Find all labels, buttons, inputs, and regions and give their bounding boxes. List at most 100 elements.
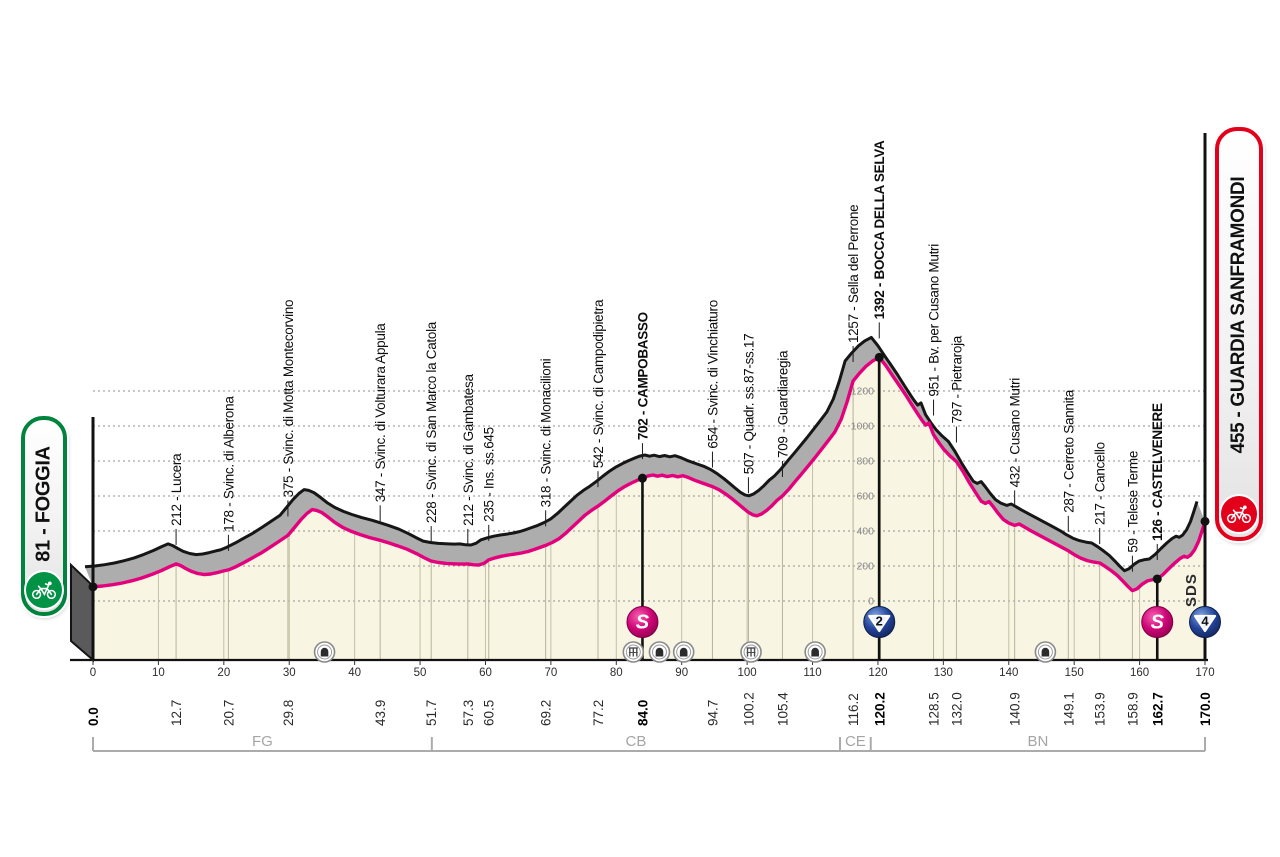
finish-banner-label: 455 - GUARDIA SANFRAMONDI xyxy=(1228,176,1249,454)
km-distance-label: 20.7 xyxy=(221,700,236,726)
start-cyclist-badge xyxy=(24,570,64,610)
x-axis-tick-label: 160 xyxy=(1130,667,1149,679)
km-distance-label: 162.7 xyxy=(1150,692,1165,726)
km-distance-label: 94.7 xyxy=(705,700,720,726)
tunnel-portal-glyph xyxy=(1041,647,1050,657)
province-label: FG xyxy=(252,733,273,750)
cyclist-icon xyxy=(31,580,57,599)
tunnel-portal-glyph xyxy=(320,647,329,657)
kom-icon-triangle xyxy=(1193,614,1217,633)
waypoint-label: 212 - Lucera xyxy=(169,453,184,526)
km-distance-label: 149.1 xyxy=(1061,692,1076,726)
km-distance-label: 132.0 xyxy=(949,692,964,726)
x-axis-tick-label: 70 xyxy=(544,667,557,679)
cyclist-icon xyxy=(1226,504,1252,523)
waypoint-label: 1257 - Sella del Perrone xyxy=(846,205,861,343)
tunnel-portal-glyph xyxy=(679,647,688,657)
major-waypoint-dot xyxy=(874,352,884,362)
sprint-icon xyxy=(626,606,659,638)
km-distance-label: 60.5 xyxy=(482,700,497,726)
x-axis-tick-label: 120 xyxy=(868,667,887,679)
kom-icon-number: 2 xyxy=(876,614,883,629)
elevation-label: 400 xyxy=(856,526,874,538)
profile-ribbon-outline xyxy=(84,335,1199,573)
profile-line xyxy=(92,355,1207,593)
elevation-label: 1000 xyxy=(851,421,875,433)
x-axis-tick-label: 140 xyxy=(999,667,1018,679)
province-label: BN xyxy=(1027,733,1048,750)
waypoint-label: 702 - CAMPOBASSO xyxy=(635,312,650,440)
km-distance-label: 0.0 xyxy=(86,707,101,726)
waypoint-label: 709 - Guardiaregia xyxy=(775,350,790,458)
km-distance-label: 140.9 xyxy=(1008,692,1023,726)
waypoint-label: 126 - CASTELVENERE xyxy=(1150,403,1165,541)
waypoint-label: 228 - Svinc. di San Marco la Catola xyxy=(424,321,439,523)
waypoint-label: 432 - Cusano Mutri xyxy=(1008,378,1023,488)
x-axis-tick-label: 90 xyxy=(675,667,688,679)
x-axis-tick-label: 100 xyxy=(738,667,757,679)
x-axis-tick-label: 150 xyxy=(1065,667,1084,679)
x-axis-tick-label: 0 xyxy=(90,667,96,679)
waypoint-label: 235 - Ins. ss.645 xyxy=(482,427,497,522)
x-axis-tick-label: 20 xyxy=(217,667,230,679)
x-axis-tick-label: 50 xyxy=(414,667,427,679)
km-distance-label: 84.0 xyxy=(635,700,650,726)
waypoint-label: 542 - Svinc. di Campodipietra xyxy=(591,299,606,468)
elevation-label: 800 xyxy=(856,456,874,468)
waypoint-label: 59 - Telese Terme xyxy=(1125,451,1140,553)
tunnel-portal-glyph xyxy=(655,647,664,657)
waypoint-label: 1392 - BOCCA DELLA SELVA xyxy=(872,140,887,319)
finish-cyclist-badge xyxy=(1219,494,1259,534)
start-banner: 81 - FOGGIA xyxy=(21,416,67,616)
x-axis-tick-label: 60 xyxy=(479,667,492,679)
elevation-label: 0 xyxy=(868,596,874,608)
start-block-face xyxy=(70,562,94,663)
km-distance-label: 153.9 xyxy=(1093,692,1108,726)
major-waypoint-dot xyxy=(637,473,647,483)
km-distance-label: 12.7 xyxy=(169,700,184,726)
finish-dot xyxy=(1200,516,1210,526)
profile-area-fill xyxy=(93,357,1206,660)
km-distance-label: 77.2 xyxy=(591,700,606,726)
waypoint-label: 654 - Svinc. di Vinchiaturo xyxy=(705,300,720,449)
major-waypoint-dot xyxy=(1152,574,1162,584)
km-distance-label: 100.2 xyxy=(741,692,756,726)
waypoint-label: 375 - Svinc. di Motta Montecorvino xyxy=(281,300,296,498)
elevation-label: 1200 xyxy=(851,386,875,398)
x-axis-tick-label: 110 xyxy=(803,667,821,679)
x-axis-tick-label: 80 xyxy=(610,667,623,679)
waypoint-label: 318 - Svinc. di Monacilioni xyxy=(539,358,554,507)
waypoint-label: 507 - Quadr. ss.87-ss.17 xyxy=(741,334,756,475)
km-distance-label: 43.9 xyxy=(373,700,388,726)
km-distance-label: 51.7 xyxy=(424,700,439,726)
km-distance-label: 29.8 xyxy=(281,700,296,726)
waypoint-label: 347 - Svinc. di Volturara Appula xyxy=(373,323,388,503)
province-label: CE xyxy=(845,733,866,750)
km-distance-label: 57.3 xyxy=(461,700,476,726)
waypoint-label: 287 - Cerreto Sannita xyxy=(1061,389,1076,513)
x-axis-tick-label: 10 xyxy=(152,667,165,679)
x-axis-tick-label: 130 xyxy=(934,667,953,679)
km-distance-label: 128.5 xyxy=(927,692,942,726)
waypoint-label: 178 - Svinc. di Alberona xyxy=(221,396,236,532)
elevation-label: 600 xyxy=(856,491,874,503)
waypoint-label: 797 - Pietraroja xyxy=(949,335,964,423)
sprint-icon-letter: S xyxy=(1151,612,1165,634)
km-distance-label: 69.2 xyxy=(539,700,554,726)
km-distance-label: 116.2 xyxy=(846,693,861,726)
km-distance-label: 120.2 xyxy=(872,692,887,726)
profile-ribbon xyxy=(85,337,1205,591)
x-axis-tick-label: 40 xyxy=(348,667,361,679)
x-axis-tick-label: 170 xyxy=(1195,667,1214,679)
kom-icon-triangle xyxy=(868,614,891,633)
province-label: CB xyxy=(625,733,646,750)
start-banner-label: 81 - FOGGIA xyxy=(32,446,55,562)
kom-icon-number: 4 xyxy=(1201,614,1209,629)
waypoint-label: 217 - Cancello xyxy=(1093,442,1108,525)
sprint-icon-letter: S xyxy=(636,612,650,634)
waypoint-label: 212 - Svinc. di Gambatesa xyxy=(461,374,476,526)
x-axis-tick-label: 30 xyxy=(283,667,296,679)
sprint-icon xyxy=(1141,606,1174,638)
tunnel-portal-glyph xyxy=(811,647,819,657)
